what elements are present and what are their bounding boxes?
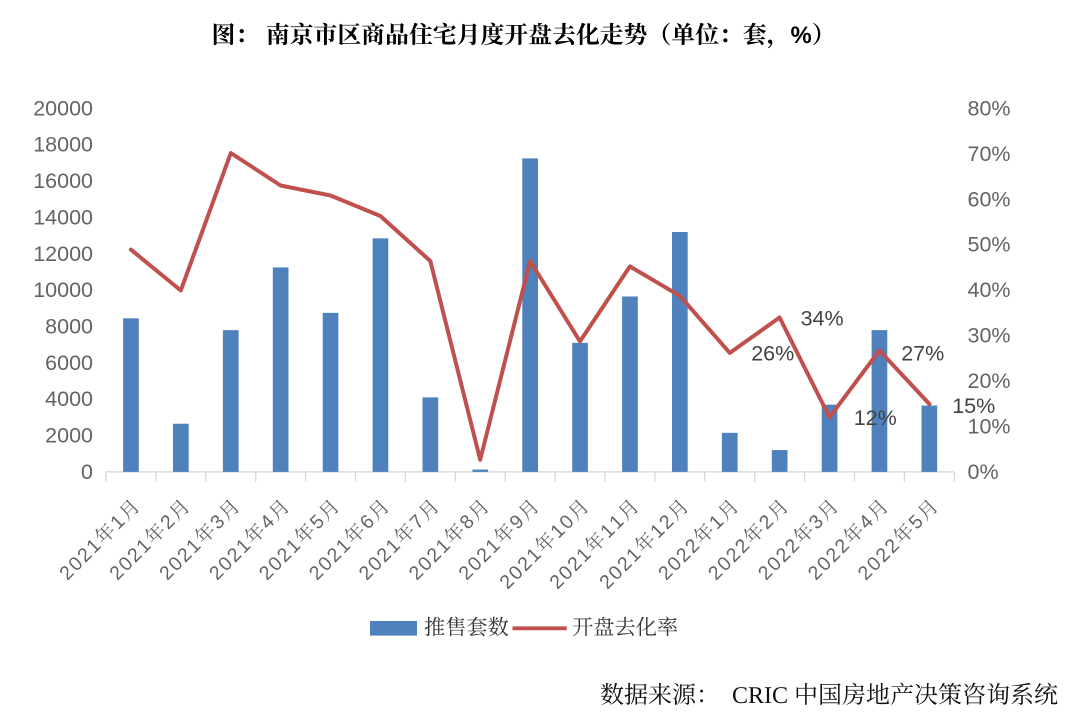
svg-text:0: 0 <box>81 460 93 484</box>
svg-text:15%: 15% <box>952 394 995 418</box>
svg-text:8000: 8000 <box>45 315 93 339</box>
svg-text:50%: 50% <box>968 233 1011 257</box>
svg-text:18000: 18000 <box>33 133 93 157</box>
svg-text:10%: 10% <box>968 415 1011 439</box>
svg-text:20000: 20000 <box>33 96 93 120</box>
svg-text:40%: 40% <box>968 278 1011 302</box>
svg-text:20%: 20% <box>968 369 1011 393</box>
svg-text:80%: 80% <box>968 96 1011 120</box>
svg-text:70%: 70% <box>968 142 1011 166</box>
svg-text:16000: 16000 <box>33 169 93 193</box>
svg-text:12000: 12000 <box>33 242 93 266</box>
svg-text:26%: 26% <box>751 342 794 366</box>
svg-text:34%: 34% <box>801 307 844 331</box>
svg-text:14000: 14000 <box>33 205 93 229</box>
svg-text:6000: 6000 <box>45 351 93 375</box>
svg-text:12%: 12% <box>854 406 897 430</box>
svg-text:10000: 10000 <box>33 278 93 302</box>
svg-text:4000: 4000 <box>45 387 93 411</box>
svg-text:30%: 30% <box>968 324 1011 348</box>
svg-text:60%: 60% <box>968 187 1011 211</box>
svg-text:2000: 2000 <box>45 424 93 448</box>
svg-text:27%: 27% <box>901 342 944 366</box>
svg-text:0%: 0% <box>968 460 999 484</box>
